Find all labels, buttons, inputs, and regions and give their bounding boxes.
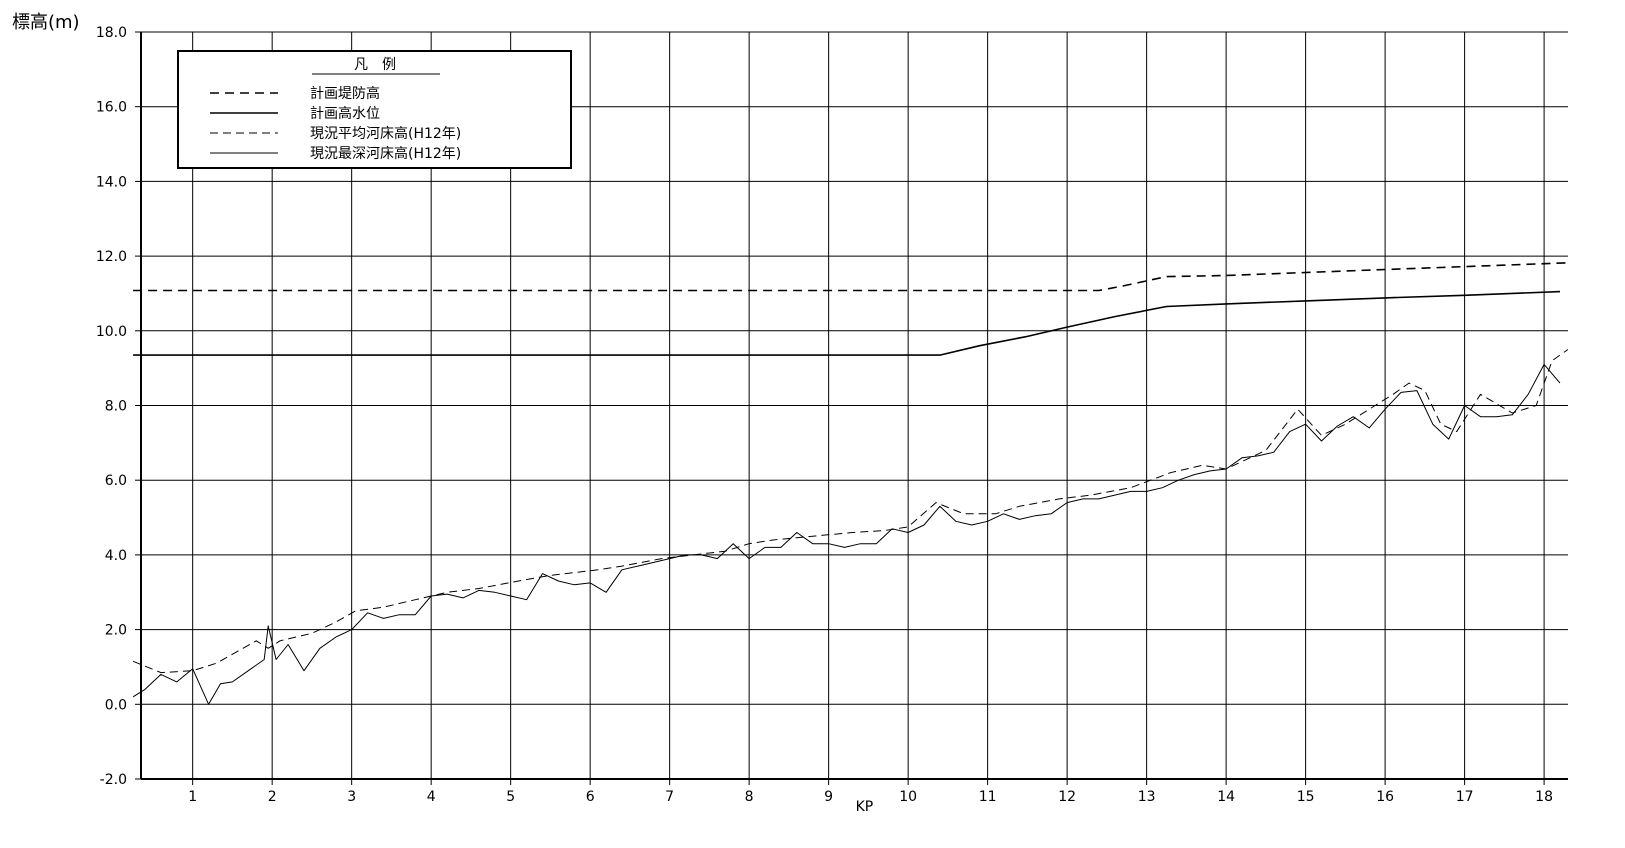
x-tick-label: 4: [427, 789, 436, 805]
series-group: [132, 262, 1569, 705]
x-tick-label: 9: [824, 789, 833, 805]
x-tick-label: 5: [506, 789, 515, 805]
y-tick-label: 16.0: [96, 100, 127, 116]
y-tick-label: -2.0: [100, 772, 127, 788]
legend-entry-4: 現況最深河床高(H12年): [310, 145, 461, 162]
x-tick-label: 10: [899, 789, 917, 805]
y-tick-label: 14.0: [96, 174, 127, 190]
x-tick-label: 11: [979, 789, 997, 805]
x-tick-label: 17: [1456, 789, 1474, 805]
legend-entry-2: 計画高水位: [310, 105, 380, 122]
y-tick-label: 4.0: [105, 548, 127, 564]
y-tick-label: 8.0: [105, 399, 127, 415]
y-tick-label: 10.0: [96, 324, 127, 340]
y-tick-label: 0.0: [105, 697, 127, 713]
y-tick-label: 18.0: [96, 25, 127, 41]
y-tick-label: 2.0: [105, 623, 127, 639]
x-tick-label: 16: [1376, 789, 1394, 805]
x-axis-label: KP: [856, 799, 874, 815]
x-tick-label: 7: [665, 789, 674, 805]
y-tick-label: 6.0: [105, 473, 127, 489]
x-tick-label: 13: [1138, 789, 1156, 805]
x-tick-label: 18: [1535, 789, 1553, 805]
x-tick-label: 8: [745, 789, 754, 805]
x-tick-label: 3: [347, 789, 356, 805]
legend-entry-1: 計画堤防高: [310, 85, 380, 102]
legend-entry-3: 現況平均河床高(H12年): [310, 125, 461, 142]
x-tick-label: 1: [188, 789, 197, 805]
y-axis-label: 標高(m): [12, 12, 80, 33]
series-line-4: [132, 363, 1561, 705]
legend-box: [177, 50, 572, 169]
axes: -2.0 0.0 2.0 4.0 6.0 8.0 10.0 12.0 14.0 16.0 18.0 1…: [96, 25, 1568, 815]
x-tick-label: 15: [1297, 789, 1315, 805]
series-line-3: [132, 349, 1569, 674]
series-line-2: [133, 290, 1561, 356]
x-tick-label: 6: [586, 789, 595, 805]
x-tick-label: 12: [1058, 789, 1076, 805]
series-line-1: [133, 262, 1568, 292]
x-tick-label: 2: [268, 789, 277, 805]
x-tick-label: 14: [1217, 789, 1235, 805]
legend-title: 凡 例: [354, 57, 396, 73]
y-tick-label: 12.0: [96, 249, 127, 265]
